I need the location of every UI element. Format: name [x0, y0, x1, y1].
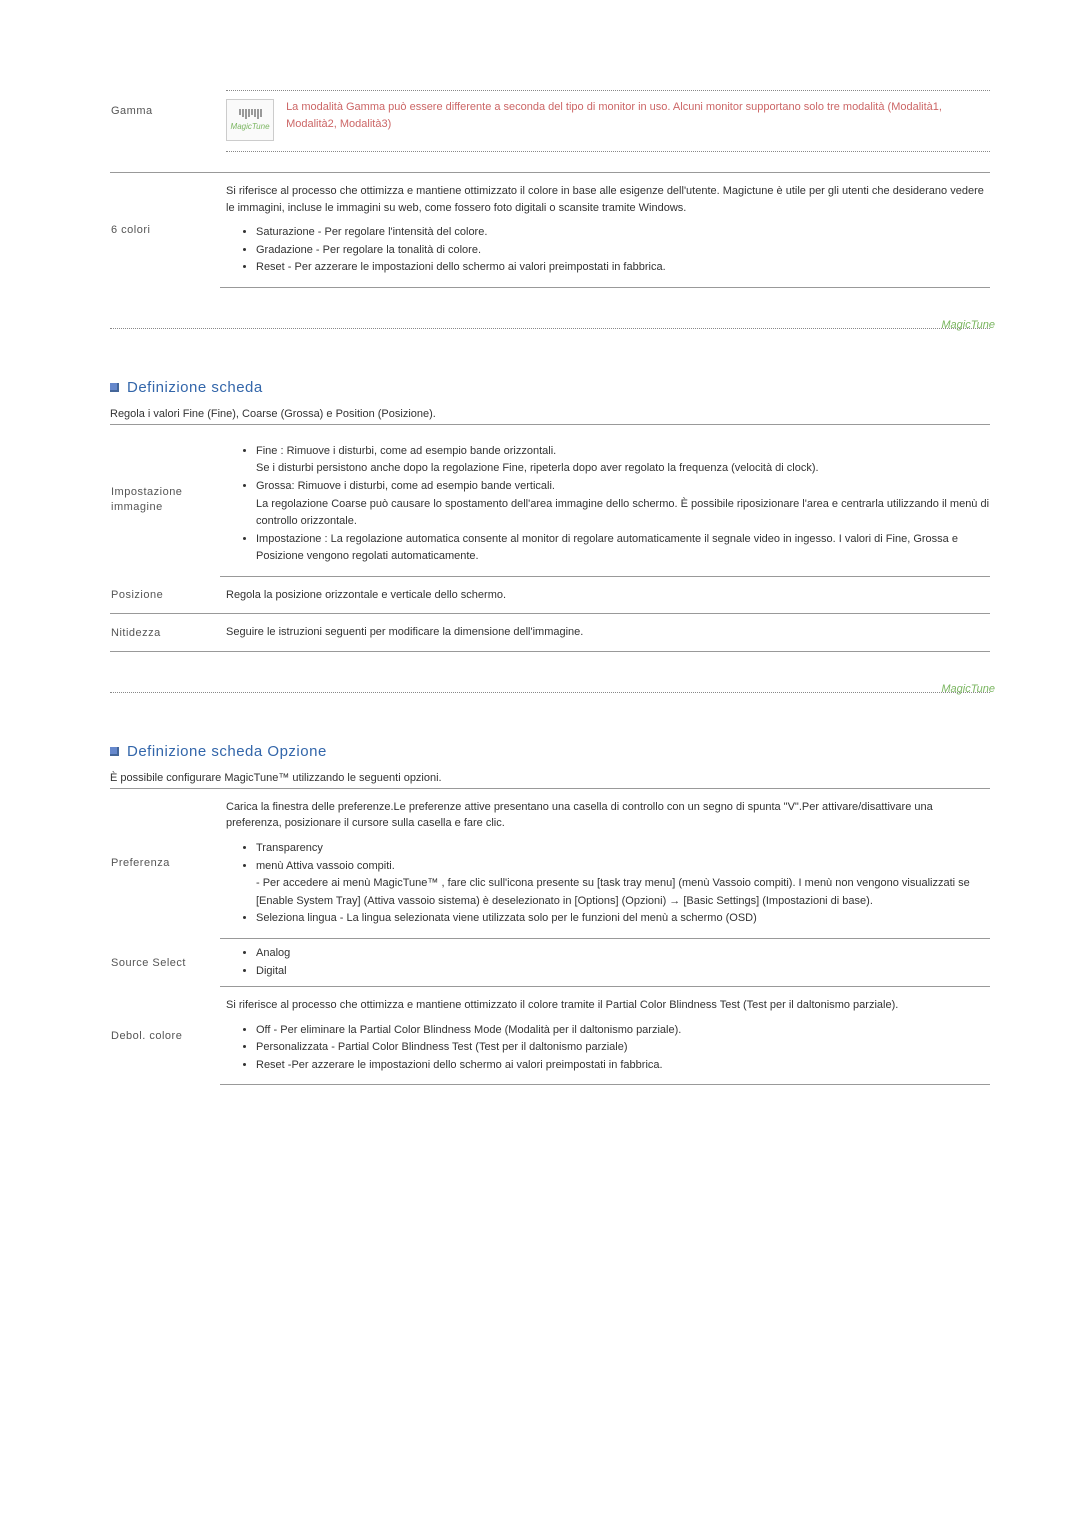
- impost-list: Fine : Rimuove i disturbi, come ad esemp…: [226, 443, 990, 566]
- debol-desc: Si riferisce al processo che ottimizza e…: [226, 997, 990, 1014]
- list-item: Transparency: [256, 840, 990, 858]
- posizione-label: Posizione: [110, 577, 226, 614]
- list-item: Gradazione - Per regolare la tonalità di…: [256, 242, 990, 260]
- list-item: Digital: [256, 963, 990, 981]
- nitidezza-desc: Seguire le istruzioni seguenti per modif…: [226, 624, 990, 641]
- posizione-desc: Regola la posizione orizzontale e vertic…: [226, 587, 990, 604]
- gamma-label: Gamma: [110, 60, 226, 162]
- impost-label: Impostazione immagine: [110, 425, 226, 576]
- section-title-scheda: Definizione scheda: [110, 379, 990, 396]
- list-item: Reset -Per azzerare le impostazioni dell…: [256, 1057, 990, 1075]
- list-item: Off - Per eliminare la Partial Color Bli…: [256, 1022, 990, 1040]
- source-list: Analog Digital: [226, 945, 990, 980]
- pref-list: Transparency menù Attiva vassoio compiti…: [226, 840, 990, 928]
- section-sub-opzione: È possibile configurare MagicTune™ utili…: [110, 772, 990, 789]
- list-item: Grossa: Rimuove i disturbi, come ad esem…: [256, 478, 990, 531]
- list-item: menù Attiva vassoio compiti. - Per acced…: [256, 858, 990, 911]
- list-item: Saturazione - Per regolare l'intensità d…: [256, 224, 990, 242]
- gamma-text: La modalità Gamma può essere differente …: [286, 99, 990, 132]
- pref-desc: Carica la finestra delle preferenze.Le p…: [226, 799, 990, 832]
- source-label: Source Select: [110, 939, 226, 986]
- magictune-icon: MagicTune: [226, 99, 274, 141]
- list-item: Fine : Rimuove i disturbi, come ad esemp…: [256, 443, 990, 478]
- sixcolor-list: Saturazione - Per regolare l'intensità d…: [226, 224, 990, 277]
- section-sub-scheda: Regola i valori Fine (Fine), Coarse (Gro…: [110, 408, 990, 425]
- nitidezza-label: Nitidezza: [110, 614, 226, 651]
- magictune-logo: MagicTune: [941, 319, 995, 331]
- list-item: Impostazione : La regolazione automatica…: [256, 531, 990, 566]
- debol-label: Debol. colore: [110, 987, 226, 1084]
- list-item: Personalizzata - Partial Color Blindness…: [256, 1039, 990, 1057]
- magictune-logo: MagicTune: [941, 683, 995, 695]
- list-item: Analog: [256, 945, 990, 963]
- pref-label: Preferenza: [110, 789, 226, 938]
- list-item: Reset - Per azzerare le impostazioni del…: [256, 259, 990, 277]
- debol-list: Off - Per eliminare la Partial Color Bli…: [226, 1022, 990, 1075]
- sixcolor-label: 6 colori: [110, 173, 226, 287]
- sixcolor-desc: Si riferisce al processo che ottimizza e…: [226, 183, 990, 216]
- list-item: Seleziona lingua - La lingua selezionata…: [256, 910, 990, 928]
- section-title-opzione: Definizione scheda Opzione: [110, 743, 990, 760]
